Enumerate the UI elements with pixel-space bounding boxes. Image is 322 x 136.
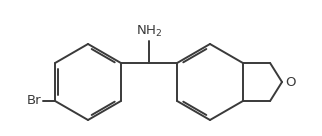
Text: Br: Br	[26, 95, 41, 107]
Text: O: O	[285, 75, 296, 89]
Text: NH$_2$: NH$_2$	[136, 24, 162, 39]
